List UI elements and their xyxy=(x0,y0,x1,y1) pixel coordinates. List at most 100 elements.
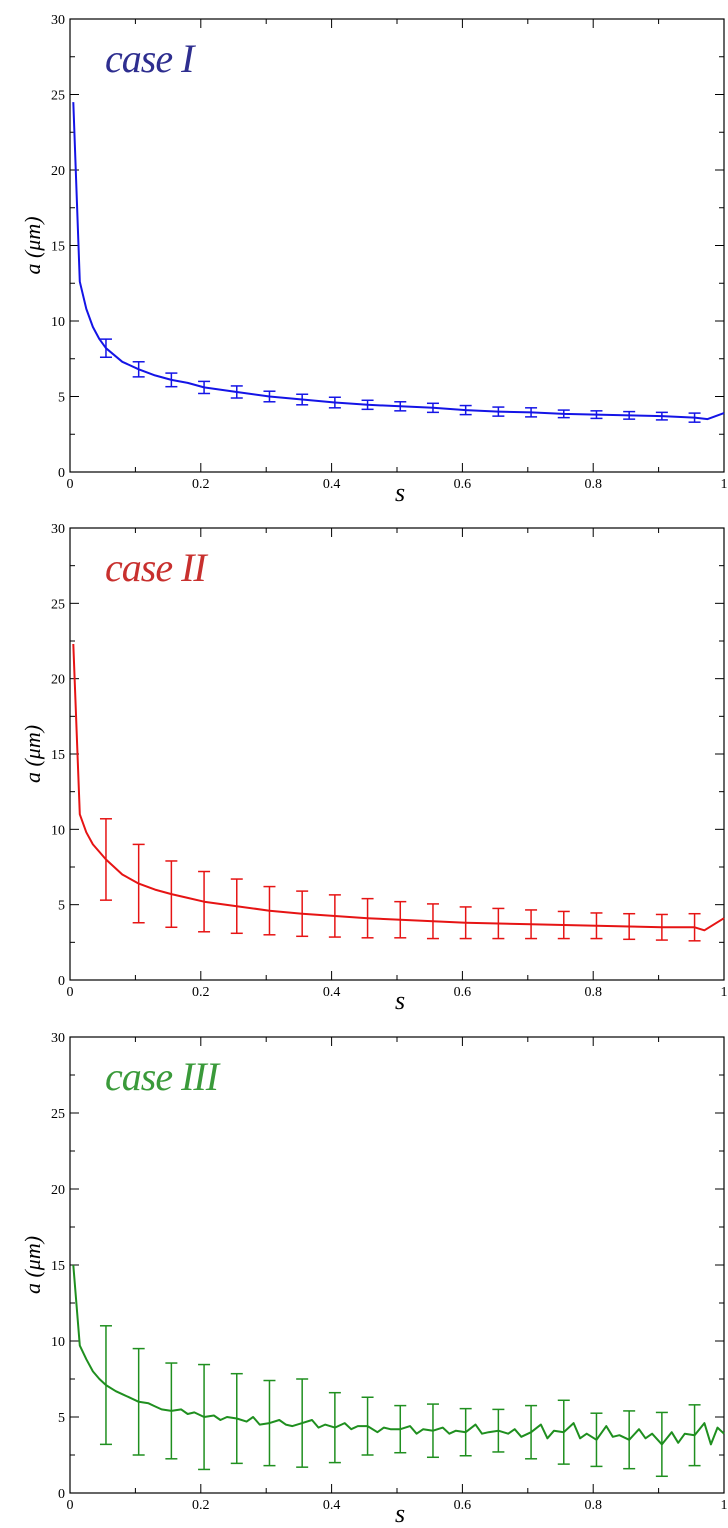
y-tick-label: 10 xyxy=(51,315,65,330)
x-tick-label: 0.6 xyxy=(454,1498,472,1513)
error-bar xyxy=(296,393,309,406)
x-tick-label: 1 xyxy=(721,477,728,492)
error-bar xyxy=(361,897,374,939)
error-bar xyxy=(459,404,472,416)
y-tick-label: 5 xyxy=(58,899,65,914)
case-label: case II xyxy=(105,545,208,590)
plot-frame xyxy=(69,527,725,981)
y-tick-label: 20 xyxy=(51,164,65,179)
error-bar xyxy=(557,910,570,940)
error-bar xyxy=(688,912,701,942)
error-bar xyxy=(361,399,374,411)
case-label: case I xyxy=(105,36,196,81)
y-tick-label: 15 xyxy=(51,1259,65,1274)
error-bar xyxy=(230,878,243,935)
y-tick-label: 30 xyxy=(51,13,65,28)
x-tick-label: 0.4 xyxy=(323,985,341,1000)
y-tick-label: 25 xyxy=(51,597,65,612)
x-tick-label: 0.6 xyxy=(454,985,472,1000)
error-bar xyxy=(426,402,439,414)
x-tick-label: 0 xyxy=(67,985,74,1000)
y-tick-label: 0 xyxy=(58,1487,65,1502)
error-bar xyxy=(394,401,407,412)
y-axis-title: a (μm) xyxy=(20,725,45,783)
error-bar xyxy=(459,906,472,940)
error-bar xyxy=(655,913,668,941)
error-bar xyxy=(99,1325,112,1446)
error-bar xyxy=(655,411,668,421)
error-bar xyxy=(426,903,439,940)
y-tick-label: 30 xyxy=(51,1031,65,1046)
y-tick-label: 0 xyxy=(58,974,65,989)
error-bar xyxy=(394,900,407,939)
x-tick-label: 1 xyxy=(721,985,728,1000)
error-bar xyxy=(492,907,505,940)
y-tick-label: 20 xyxy=(51,1183,65,1198)
error-bar xyxy=(655,1411,668,1478)
error-bar xyxy=(263,885,276,936)
x-tick-label: 0.4 xyxy=(323,1498,341,1513)
error-bar xyxy=(328,894,341,938)
y-tick-label: 5 xyxy=(58,1411,65,1426)
error-bar xyxy=(165,372,178,388)
series-line xyxy=(72,1264,725,1446)
error-bar xyxy=(328,396,341,409)
error-bar xyxy=(132,843,145,924)
y-tick-label: 0 xyxy=(58,466,65,481)
x-tick-label: 0.8 xyxy=(584,985,602,1000)
x-tick-label: 0.8 xyxy=(584,477,602,492)
error-bar xyxy=(623,912,636,941)
x-axis-title: s xyxy=(395,1499,405,1528)
error-bar xyxy=(492,406,505,417)
plot-frame xyxy=(69,18,725,473)
y-tick-label: 10 xyxy=(51,1335,65,1350)
x-tick-label: 1 xyxy=(721,1498,728,1513)
error-bar xyxy=(623,410,636,420)
y-axis-title: a (μm) xyxy=(20,216,45,274)
x-tick-label: 0 xyxy=(67,477,74,492)
y-tick-label: 15 xyxy=(51,748,65,763)
y-axis-title: a (μm) xyxy=(20,1236,45,1294)
error-bar xyxy=(426,1403,439,1459)
error-bar xyxy=(525,909,538,940)
error-bar xyxy=(165,1362,178,1460)
error-bar xyxy=(525,1404,538,1460)
plot-frame xyxy=(69,1036,725,1494)
y-tick-label: 25 xyxy=(51,89,65,104)
x-tick-label: 0.8 xyxy=(584,1498,602,1513)
x-tick-label: 0.2 xyxy=(192,985,210,1000)
error-bar xyxy=(590,1412,603,1468)
y-tick-label: 15 xyxy=(51,240,65,255)
error-bar xyxy=(198,1363,211,1471)
x-tick-label: 0.6 xyxy=(454,477,472,492)
error-bar xyxy=(525,407,538,418)
y-tick-label: 30 xyxy=(51,522,65,537)
case-label: case III xyxy=(105,1054,221,1099)
error-bar xyxy=(230,1372,243,1465)
error-bar xyxy=(492,1408,505,1453)
x-axis-title: s xyxy=(395,986,405,1015)
error-bar xyxy=(132,1347,145,1456)
error-bar xyxy=(590,912,603,940)
error-bar xyxy=(132,361,145,378)
error-bar xyxy=(557,409,570,419)
y-tick-label: 25 xyxy=(51,1107,65,1122)
error-bar xyxy=(296,1378,309,1468)
error-bar xyxy=(296,890,309,938)
error-bar xyxy=(394,1404,407,1454)
error-bar xyxy=(688,412,701,423)
series-line xyxy=(72,102,725,421)
error-bar xyxy=(99,338,112,358)
error-bar xyxy=(198,380,211,395)
error-bar xyxy=(590,410,603,420)
error-bar xyxy=(99,818,112,901)
error-bar xyxy=(328,1391,341,1464)
x-tick-label: 0.2 xyxy=(192,1498,210,1513)
error-bar xyxy=(361,1396,374,1456)
x-axis-title: s xyxy=(395,478,405,507)
error-bar xyxy=(263,1379,276,1467)
